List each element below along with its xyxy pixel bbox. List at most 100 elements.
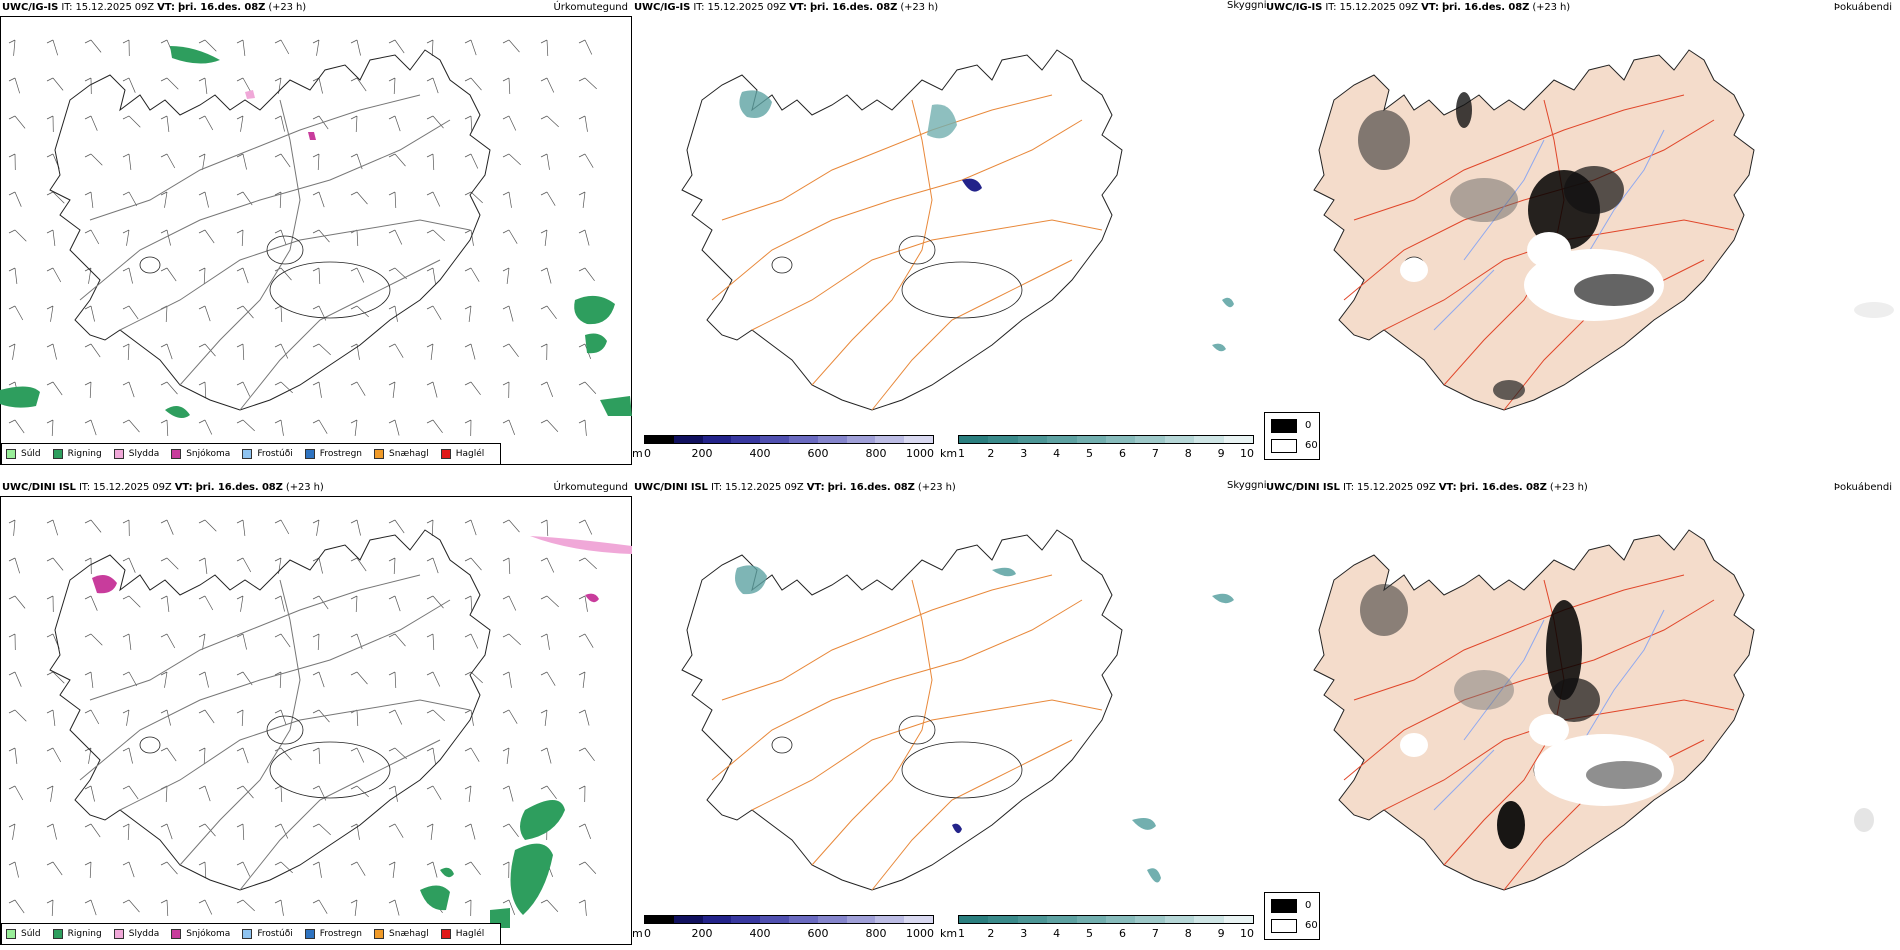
wind-barb (502, 343, 519, 358)
variable-name: Þokuábendi (1833, 482, 1892, 493)
wind-barb (84, 519, 102, 533)
road-line (711, 599, 1083, 781)
wind-barb (198, 557, 208, 574)
glacier-outline (266, 715, 304, 745)
colorbar-segment (702, 916, 732, 923)
wind-barb (8, 557, 21, 574)
wind-barb (236, 153, 247, 170)
colorbar-tick-label: 800 (865, 927, 887, 940)
glacier-outline (139, 736, 161, 754)
wind-barb (578, 823, 592, 840)
colorbar-tick-label: 10 (1240, 927, 1254, 940)
wind-barb (84, 153, 103, 166)
wind-barb (46, 77, 64, 91)
legend-swatch (171, 449, 182, 459)
wind-barb (236, 305, 254, 319)
wind-barb (236, 861, 251, 877)
legend-swatch (6, 929, 16, 939)
wind-barb (426, 595, 444, 609)
colorbar-tick-label: 0 (644, 447, 651, 460)
wind-barb (274, 633, 291, 648)
wind-barb (160, 633, 176, 649)
colorbar-tick-label: 3 (1020, 927, 1028, 940)
wind-barb (312, 77, 323, 94)
legend-item: Frostregn (304, 929, 362, 939)
wind-barb (464, 861, 481, 876)
colorbar-segment (875, 436, 905, 443)
wind-barb (312, 861, 322, 878)
iceland-outline (681, 49, 1123, 411)
wind-barb (388, 595, 401, 612)
glacier-outline (901, 261, 1023, 319)
colorbar-segment (817, 916, 847, 923)
wind-barb (122, 747, 133, 764)
legend-swatch (171, 929, 182, 939)
legend-swatch (242, 929, 253, 939)
wind-barb (464, 381, 481, 396)
wind-barb (426, 305, 442, 320)
panel-title: UWC/DINI ISL IT: 15.12.2025 09Z VT: þri.… (634, 482, 956, 493)
wind-barb (388, 671, 397, 689)
wind-barb (160, 519, 174, 535)
wind-barb (464, 785, 472, 802)
wind-barb (46, 191, 65, 204)
wind-barb (502, 381, 510, 399)
legend-item: Frostregn (304, 449, 362, 459)
colorbar-segment (760, 436, 789, 443)
wind-barb (122, 557, 136, 573)
wind-barb (426, 557, 439, 574)
wind-barb (8, 267, 18, 284)
colorbar-segment (788, 436, 818, 443)
wind-barb (122, 191, 138, 207)
wind-barb (464, 747, 480, 762)
colorbar-tick-label: 400 (749, 927, 771, 940)
wind-barb (578, 747, 595, 762)
wind-barb (578, 709, 590, 726)
wind-barb (464, 595, 473, 613)
wind-barb (274, 305, 283, 323)
wind-barb (540, 77, 555, 93)
wind-barb (312, 267, 321, 285)
wind-barb (274, 419, 284, 436)
glacier-outline (901, 741, 1023, 799)
wind-barb (350, 191, 368, 205)
wind-barb (540, 519, 549, 537)
low-cloud-areas (739, 90, 1234, 352)
wind-barb (8, 77, 21, 94)
wind-barb (236, 77, 252, 93)
wind-barb (464, 77, 482, 91)
wind-barb (84, 633, 103, 646)
colorbar-segment (1164, 436, 1195, 443)
wind-barb (578, 39, 593, 55)
wind-barb (8, 633, 16, 651)
wind-barb (84, 381, 92, 399)
wind-barb (464, 115, 473, 133)
legend-swatch (374, 929, 385, 939)
iceland-outline (681, 529, 1123, 891)
wind-barb (46, 381, 63, 396)
legend-swatch (1271, 899, 1297, 913)
wind-barb (464, 267, 480, 282)
glacier-outline (898, 235, 936, 265)
wind-barb (350, 709, 359, 727)
panel-title: UWC/IG-IS IT: 15.12.2025 09Z VT: þri. 16… (2, 2, 307, 13)
wind-barb (312, 115, 329, 130)
glacier-outline (898, 715, 936, 745)
wind-barb (236, 709, 244, 727)
colorbar-segment (673, 916, 703, 923)
road-line (1343, 599, 1715, 781)
wind-barb (464, 343, 476, 360)
wind-barb (274, 785, 283, 803)
wind-barb (578, 419, 587, 436)
colorbar-tick-label: 7 (1151, 927, 1159, 940)
legend-swatch (440, 929, 451, 939)
wind-barb (122, 115, 141, 128)
iceland-outline (49, 49, 491, 411)
wind-barb (8, 305, 24, 321)
road-line (239, 739, 441, 891)
wind-barb (8, 229, 27, 242)
wind-barb (388, 115, 401, 132)
wind-barb (464, 823, 476, 840)
wind-barb (578, 267, 595, 282)
wind-barb (236, 229, 244, 247)
